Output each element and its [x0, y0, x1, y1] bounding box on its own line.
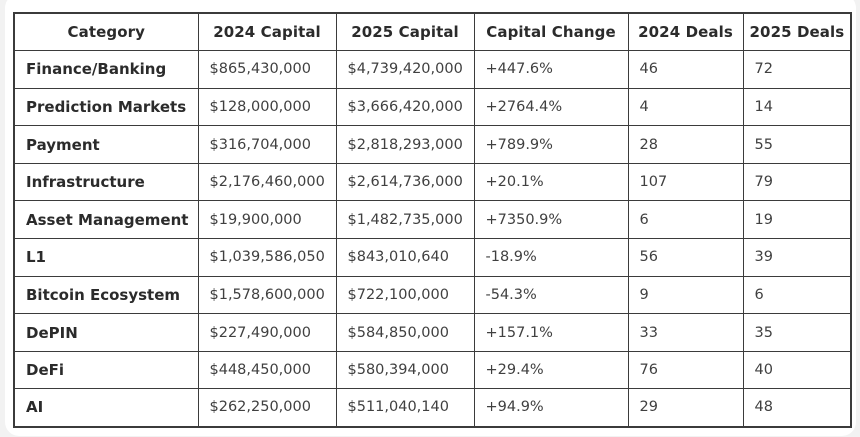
capital-2025-cell: $4,739,420,000: [335, 50, 475, 89]
deals-2024-cell: 46: [627, 50, 744, 89]
capital-change-cell: -18.9%: [473, 238, 629, 277]
capital-2024-cell: $1,039,586,050: [197, 238, 337, 277]
capital-2025-cell: $1,482,735,000: [335, 200, 475, 240]
capital-2024-cell: $865,430,000: [197, 50, 337, 89]
category-cell: Finance/Banking: [13, 50, 199, 89]
table-row: Bitcoin Ecosystem $1,578,600,000 $722,100,…: [13, 275, 852, 315]
capital-2024-cell: $128,000,000: [197, 87, 337, 127]
category-cell: Bitcoin Ecosystem: [13, 275, 199, 315]
category-cell: Infrastructure: [13, 162, 199, 202]
capital-change-cell: +447.6%: [473, 50, 629, 89]
header-row: Category 2024 Capital 2025 Capital Capit…: [13, 12, 852, 52]
funding-table-container: Category 2024 Capital 2025 Capital Capit…: [13, 12, 852, 428]
category-cell: Prediction Markets: [13, 87, 199, 127]
capital-2025-cell: $584,850,000: [335, 313, 475, 352]
table-row: L1 $1,039,586,050 $843,010,640 -18.9% 56 39: [13, 238, 852, 277]
funding-table: Category 2024 Capital 2025 Capital Capit…: [13, 12, 852, 428]
deals-2024-cell: 4: [627, 87, 744, 127]
deals-2024-cell: 6: [627, 200, 744, 240]
capital-2024-cell: $19,900,000: [197, 200, 337, 240]
deals-2024-cell: 56: [627, 238, 744, 277]
table-row: AI $262,250,000 $511,040,140 +94.9% 29 48: [13, 388, 852, 428]
deals-2025-cell: 72: [742, 50, 852, 89]
deals-2025-cell: 35: [742, 313, 852, 352]
deals-2024-cell: 9: [627, 275, 744, 315]
capital-change-cell: +7350.9%: [473, 200, 629, 240]
table-row: Payment $316,704,000 $2,818,293,000 +789.9%…: [13, 125, 852, 164]
deals-2025-cell: 55: [742, 125, 852, 164]
capital-2025-cell: $2,818,293,000: [335, 125, 475, 164]
header-2024-capital: 2024 Capital: [197, 12, 337, 52]
capital-2025-cell: $722,100,000: [335, 275, 475, 315]
capital-2024-cell: $227,490,000: [197, 313, 337, 352]
table-row: Asset Management $19,900,000 $1,482,735,00…: [13, 200, 852, 240]
capital-change-cell: +29.4%: [473, 350, 629, 390]
category-cell: DePIN: [13, 313, 199, 352]
header-2025-capital: 2025 Capital: [335, 12, 475, 52]
deals-2024-cell: 33: [627, 313, 744, 352]
category-cell: Asset Management: [13, 200, 199, 240]
table-row: Finance/Banking $865,430,000 $4,739,420,00…: [13, 50, 852, 89]
table-row: Infrastructure $2,176,460,000 $2,614,736,0…: [13, 162, 852, 202]
deals-2025-cell: 79: [742, 162, 852, 202]
capital-change-cell: -54.3%: [473, 275, 629, 315]
category-cell: Payment: [13, 125, 199, 164]
capital-2025-cell: $580,394,000: [335, 350, 475, 390]
capital-2025-cell: $3,666,420,000: [335, 87, 475, 127]
category-cell: L1: [13, 238, 199, 277]
header-2025-deals: 2025 Deals: [742, 12, 852, 52]
deals-2025-cell: 6: [742, 275, 852, 315]
table-row: Prediction Markets $128,000,000 $3,666,420…: [13, 87, 852, 127]
capital-2024-cell: $316,704,000: [197, 125, 337, 164]
capital-change-cell: +94.9%: [473, 388, 629, 428]
category-cell: DeFi: [13, 350, 199, 390]
capital-2024-cell: $448,450,000: [197, 350, 337, 390]
capital-2025-cell: $2,614,736,000: [335, 162, 475, 202]
deals-2024-cell: 28: [627, 125, 744, 164]
header-capital-change: Capital Change: [473, 12, 629, 52]
table-row: DePIN $227,490,000 $584,850,000 +157.1% 33 35: [13, 313, 852, 352]
category-cell: AI: [13, 388, 199, 428]
deals-2025-cell: 19: [742, 200, 852, 240]
capital-2024-cell: $1,578,600,000: [197, 275, 337, 315]
deals-2024-cell: 76: [627, 350, 744, 390]
deals-2024-cell: 107: [627, 162, 744, 202]
deals-2024-cell: 29: [627, 388, 744, 428]
capital-change-cell: +157.1%: [473, 313, 629, 352]
capital-2025-cell: $511,040,140: [335, 388, 475, 428]
deals-2025-cell: 40: [742, 350, 852, 390]
header-category: Category: [13, 12, 199, 52]
deals-2025-cell: 14: [742, 87, 852, 127]
capital-change-cell: +789.9%: [473, 125, 629, 164]
capital-change-cell: +2764.4%: [473, 87, 629, 127]
capital-2025-cell: $843,010,640: [335, 238, 475, 277]
table-header: Category 2024 Capital 2025 Capital Capit…: [13, 12, 852, 52]
capital-2024-cell: $262,250,000: [197, 388, 337, 428]
table-row: DeFi $448,450,000 $580,394,000 +29.4% 76 40: [13, 350, 852, 390]
table-body: Finance/Banking $865,430,000 $4,739,420,00…: [13, 50, 852, 428]
header-2024-deals: 2024 Deals: [627, 12, 744, 52]
capital-change-cell: +20.1%: [473, 162, 629, 202]
deals-2025-cell: 48: [742, 388, 852, 428]
deals-2025-cell: 39: [742, 238, 852, 277]
capital-2024-cell: $2,176,460,000: [197, 162, 337, 202]
